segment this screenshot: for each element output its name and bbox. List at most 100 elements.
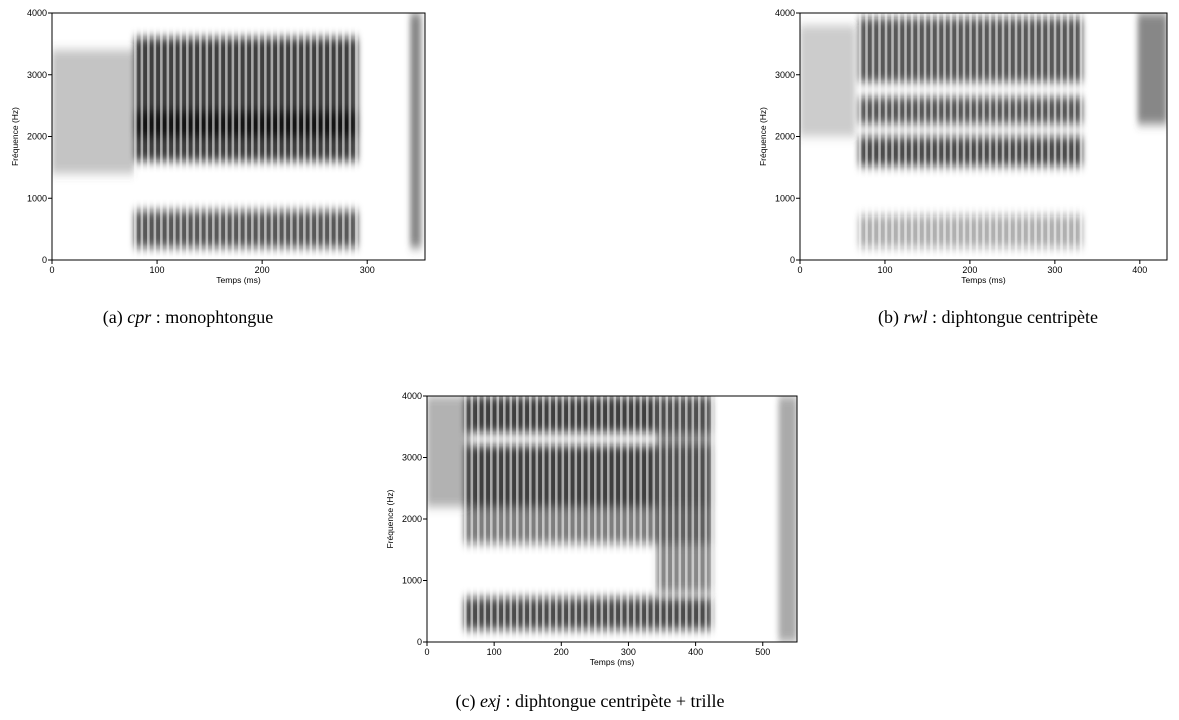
energy <box>427 396 797 642</box>
striation-gap <box>270 13 274 260</box>
x-tick-label: 300 <box>621 647 636 657</box>
striation-gap <box>652 396 656 642</box>
striation-gap <box>542 396 545 642</box>
striation-gap <box>646 396 649 642</box>
y-tick-label: 3000 <box>775 70 795 80</box>
striation-gap <box>231 13 235 260</box>
striation-gap <box>1034 13 1037 260</box>
striation-gap <box>348 13 352 260</box>
striation-gap <box>477 396 480 642</box>
striation-gap <box>982 13 985 260</box>
striation-gap <box>878 13 881 260</box>
x-tick-label: 500 <box>755 647 770 657</box>
striation-gap <box>884 13 888 260</box>
striation-gap <box>923 13 927 260</box>
striation-gap <box>212 13 215 260</box>
striation-gap <box>186 13 189 260</box>
striation-gap <box>581 396 584 642</box>
y-tick-label: 2000 <box>27 132 47 142</box>
x-tick-label: 200 <box>554 647 569 657</box>
spectrogram-image <box>52 13 422 260</box>
striation-gap <box>179 13 183 260</box>
striation-gap <box>309 13 313 260</box>
striation-gap <box>665 396 669 642</box>
striation-gap <box>698 396 701 642</box>
striation-gap <box>962 13 966 260</box>
striation-gap <box>490 396 493 642</box>
striation-gap <box>858 13 862 260</box>
caption-text: : diphtongue centripète <box>932 307 1098 327</box>
striation-gap <box>166 13 170 260</box>
x-tick-label: 100 <box>487 647 502 657</box>
striation-gap <box>251 13 254 260</box>
striation-gap <box>691 396 695 642</box>
striation-gap <box>147 13 150 260</box>
striation-gap <box>995 13 998 260</box>
striation-gap <box>607 396 610 642</box>
striation-gap <box>956 13 959 260</box>
striation-gap <box>891 13 894 260</box>
striation-gap <box>199 13 202 260</box>
striation-gap <box>685 396 688 642</box>
striation-gap <box>1073 13 1076 260</box>
x-tick-label: 100 <box>150 265 165 275</box>
x-tick-label: 400 <box>1132 265 1147 275</box>
striation-gap <box>1060 13 1063 260</box>
y-tick-label: 3000 <box>27 70 47 80</box>
x-tick-label: 100 <box>877 265 892 275</box>
caption: (a) cpr : monophtongue <box>103 307 273 328</box>
noise-region <box>410 13 422 248</box>
caption-label: (b) <box>878 307 899 328</box>
striation-gap <box>335 13 339 260</box>
spectrogram-image <box>800 13 1167 260</box>
striation-gap <box>329 13 332 260</box>
striation-gap <box>192 13 196 260</box>
y-axis-label: Fréquence (Hz) <box>10 107 20 166</box>
caption-text: : diphtongue centripète + trille <box>505 691 724 711</box>
striation-gap <box>160 13 163 260</box>
striation-gap <box>496 396 500 642</box>
striation-gap <box>555 396 558 642</box>
y-axis-label: Fréquence (Hz) <box>758 107 768 166</box>
striation-gap <box>587 396 591 642</box>
y-tick-label: 1000 <box>775 193 795 203</box>
y-tick-label: 1000 <box>402 576 422 586</box>
striation-gap <box>1040 13 1044 260</box>
noise-region <box>800 25 856 137</box>
x-tick-label: 300 <box>360 265 375 275</box>
striation-gap <box>633 396 636 642</box>
caption-label: (c) <box>455 691 475 712</box>
y-tick-label: 3000 <box>402 453 422 463</box>
striation-gap <box>594 396 597 642</box>
striation-gap <box>296 13 300 260</box>
striation-gap <box>244 13 248 260</box>
y-tick-label: 4000 <box>402 391 422 401</box>
striation-gap <box>936 13 940 260</box>
striation-gap <box>1079 13 1083 260</box>
noise-region <box>778 396 797 642</box>
striation-gap <box>503 396 506 642</box>
caption-name: rwl <box>904 307 928 327</box>
striation-gap <box>943 13 946 260</box>
striation-gap <box>672 396 675 642</box>
y-tick-label: 0 <box>417 637 422 647</box>
spectrogram-panel: 0 100 200 300 400 500 0 1000 2000 3000 4000 Temps (… <box>385 391 798 712</box>
striation-gap <box>509 396 513 642</box>
striation-gap <box>639 396 643 642</box>
striation-gap <box>626 396 630 642</box>
x-tick-label: 0 <box>424 647 429 657</box>
striation-gap <box>910 13 914 260</box>
x-tick-label: 400 <box>688 647 703 657</box>
caption-name: exj <box>480 691 501 711</box>
striation-gap <box>865 13 868 260</box>
striation-gap <box>897 13 901 260</box>
caption-text: : monophtongue <box>156 307 274 327</box>
x-tick-label: 0 <box>49 265 54 275</box>
striation-gap <box>1047 13 1050 260</box>
striation-gap <box>561 396 565 642</box>
striation-gap <box>975 13 979 260</box>
striation-gap <box>574 396 578 642</box>
striation-gap <box>355 13 358 260</box>
